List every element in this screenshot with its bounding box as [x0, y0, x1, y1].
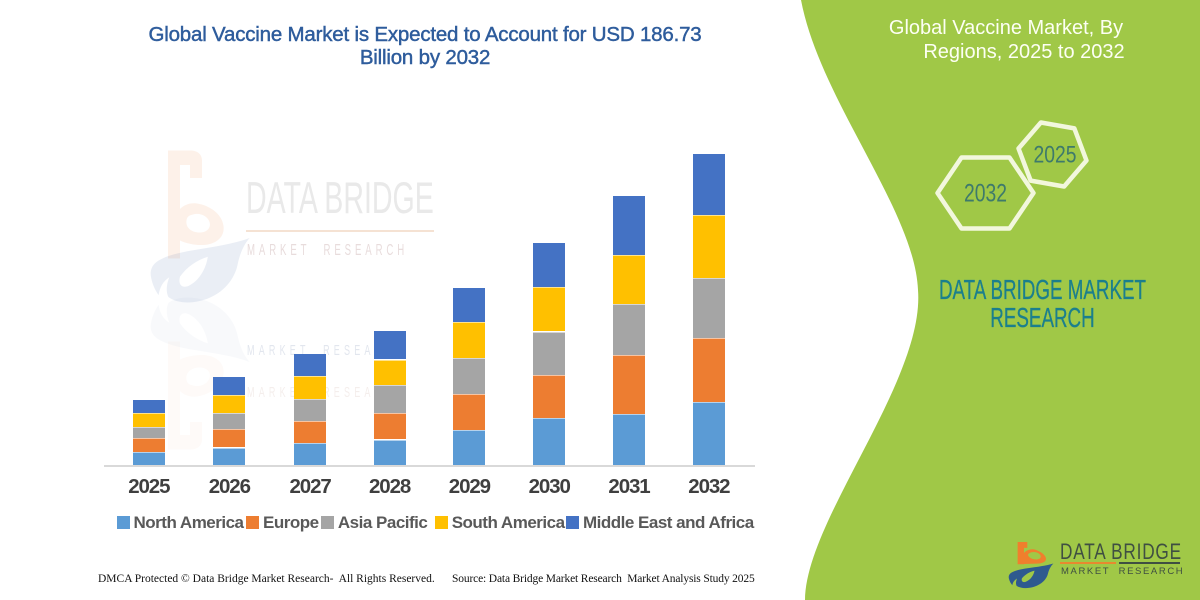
svg-text:2025: 2025 — [1034, 142, 1077, 169]
svg-text:2032: 2032 — [964, 180, 1007, 208]
